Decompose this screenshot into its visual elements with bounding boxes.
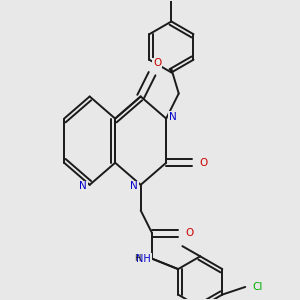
Text: N: N [130,182,138,191]
Text: N: N [169,112,177,122]
Text: N: N [79,182,87,191]
Text: NH: NH [136,254,151,264]
Text: O: O [153,58,161,68]
Text: O: O [185,228,193,238]
Text: H: H [135,254,141,263]
Text: O: O [199,158,207,168]
Text: Cl: Cl [253,282,263,292]
